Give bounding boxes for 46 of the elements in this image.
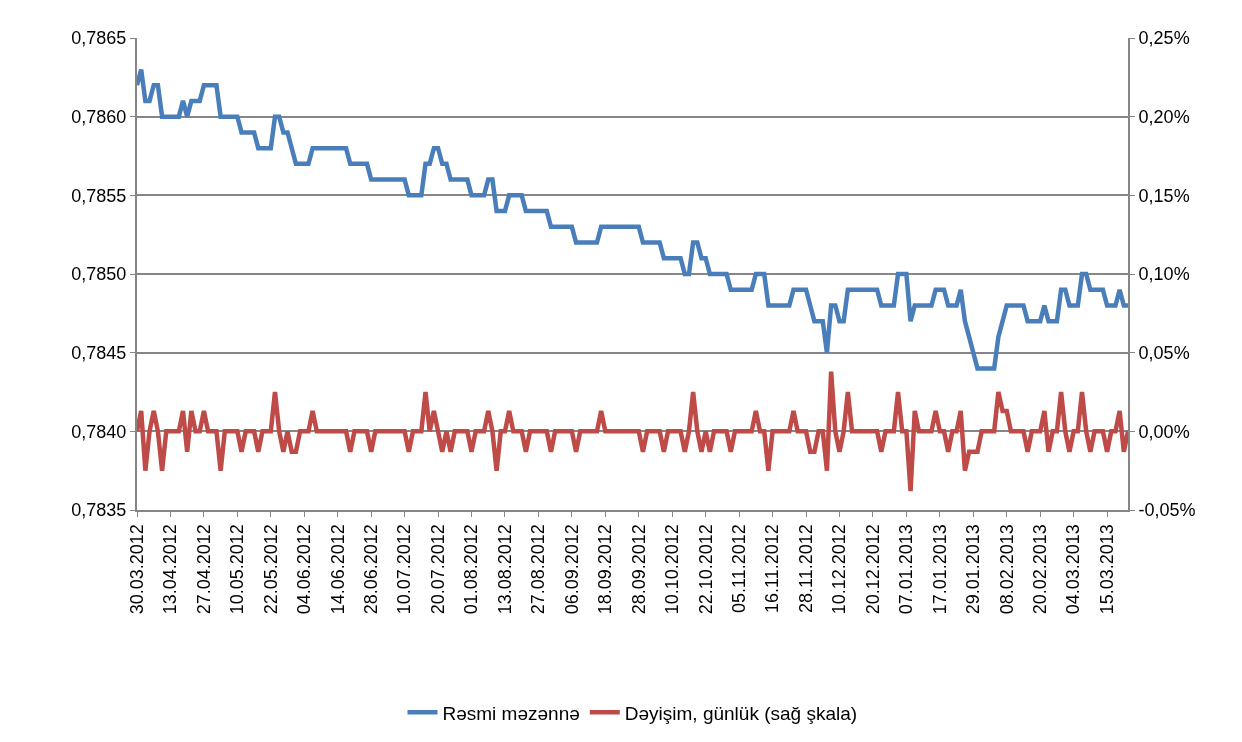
x-tick-label: 20.12.2012	[862, 524, 883, 615]
x-tick-label: 22.10.2012	[695, 524, 716, 615]
x-tick-label: 13.08.2012	[494, 524, 515, 615]
x-tick-label: 10.05.2012	[227, 524, 248, 615]
x-tick-label: 28.11.2012	[795, 524, 816, 613]
x-tick-label: 28.09.2012	[628, 524, 649, 615]
y2-tick-label: 0,05%	[1138, 342, 1190, 363]
x-tick-label: 13.04.2012	[160, 524, 181, 615]
y-tick-label: 0,7865	[71, 28, 127, 49]
x-tick-label: 16.11.2012	[762, 524, 783, 613]
x-tick-label: 22.05.2012	[260, 524, 281, 615]
y2-tick-label: 0,25%	[1138, 28, 1190, 49]
x-tick-label: 10.12.2012	[829, 524, 850, 615]
y2-tick-label: 0,15%	[1138, 185, 1190, 206]
y2-tick-label: 0,00%	[1138, 421, 1190, 442]
x-tick-label: 30.03.2012	[126, 524, 147, 615]
y-tick-label: 0,7840	[71, 421, 127, 442]
legend-label: Dəyişim, günlük (sağ şkala)	[624, 702, 858, 724]
x-tick-label: 27.04.2012	[193, 524, 214, 615]
x-tick-label: 17.01.2013	[929, 524, 950, 615]
x-tick-label: 10.10.2012	[662, 524, 683, 615]
x-tick-label: 15.03.2013	[1096, 524, 1117, 615]
y-tick-label: 0,7845	[71, 342, 127, 363]
x-tick-label: 27.08.2012	[528, 524, 549, 615]
x-tick-label: 06.09.2012	[561, 524, 582, 615]
y2-tick-label: -0,05%	[1138, 500, 1196, 521]
x-tick-label: 20.02.2013	[1030, 524, 1051, 615]
y-tick-label: 0,7850	[71, 264, 127, 285]
y-tick-label: 0,7835	[71, 500, 127, 521]
y-tick-label: 0,7860	[71, 106, 127, 127]
x-tick-label: 18.09.2012	[595, 524, 616, 615]
x-tick-label: 10.07.2012	[394, 524, 415, 615]
legend-label: Rəsmi məzənnə	[442, 702, 580, 724]
x-tick-label: 28.06.2012	[361, 524, 382, 615]
y-tick-label: 0,7855	[71, 185, 127, 206]
x-tick-label: 20.07.2012	[427, 524, 448, 615]
x-tick-label: 05.11.2012	[728, 524, 749, 613]
x-tick-label: 04.06.2012	[294, 524, 315, 615]
y2-tick-label: 0,10%	[1138, 264, 1190, 285]
x-tick-label: 01.08.2012	[461, 524, 482, 615]
x-tick-label: 04.03.2013	[1063, 524, 1084, 615]
x-tick-label: 08.02.2013	[996, 524, 1017, 615]
x-tick-label: 07.01.2013	[896, 524, 917, 615]
x-tick-label: 29.01.2013	[963, 524, 984, 615]
x-tick-label: 14.06.2012	[327, 524, 348, 615]
y2-tick-label: 0,20%	[1138, 106, 1190, 127]
